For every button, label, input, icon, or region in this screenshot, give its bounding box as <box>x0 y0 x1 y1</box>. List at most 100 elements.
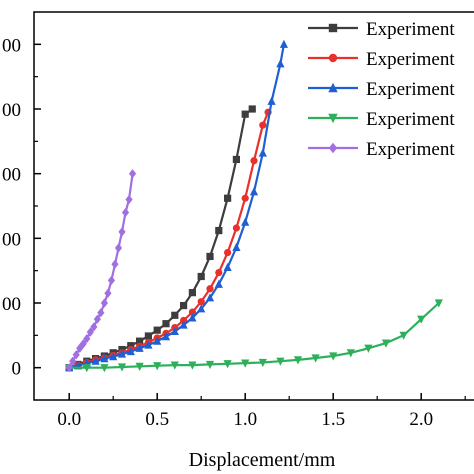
data-point <box>346 349 355 358</box>
data-point <box>232 242 241 251</box>
data-point <box>117 349 127 358</box>
legend-label: Experiment <box>366 79 455 100</box>
x-tick-label: 2.0 <box>409 409 433 430</box>
data-point <box>72 350 80 360</box>
data-point <box>107 275 116 285</box>
data-point <box>205 293 215 302</box>
data-point <box>125 194 133 205</box>
data-point <box>267 96 276 105</box>
data-point <box>206 285 214 293</box>
data-point <box>97 308 105 318</box>
data-point <box>215 226 223 235</box>
data-point <box>248 105 256 113</box>
data-point <box>188 289 196 297</box>
series-line <box>69 302 440 369</box>
data-point <box>241 194 249 202</box>
data-point <box>328 82 338 93</box>
x-tick-label: 1.5 <box>321 409 345 430</box>
data-point <box>153 336 162 345</box>
data-point <box>206 252 214 261</box>
data-point <box>311 354 320 363</box>
data-point <box>86 327 94 337</box>
data-point <box>127 342 135 350</box>
data-point <box>214 279 223 288</box>
legend-item: Experiment <box>308 109 455 130</box>
data-point <box>328 23 338 33</box>
data-point <box>224 248 232 257</box>
data-point <box>293 356 303 365</box>
data-point <box>417 315 426 324</box>
data-point <box>241 217 250 226</box>
legend-label: Experiment <box>366 109 455 130</box>
data-point <box>153 362 162 371</box>
data-point <box>434 299 443 308</box>
series-line <box>68 173 134 369</box>
data-point <box>104 288 112 298</box>
data-point <box>188 361 197 370</box>
data-point <box>399 331 408 340</box>
series-5 <box>65 169 137 373</box>
y-tick-label: 00 <box>2 294 21 315</box>
x-tick-label: 0.5 <box>145 409 169 430</box>
data-point <box>93 314 101 324</box>
data-point <box>128 169 137 179</box>
data-point <box>223 360 232 369</box>
data-point <box>241 110 249 118</box>
data-point <box>136 337 144 345</box>
data-point <box>232 224 240 232</box>
data-point <box>90 322 98 332</box>
legend: Experiment Experiment Experiment Experiment… <box>308 19 455 160</box>
data-point <box>79 339 87 349</box>
legend-label: Experiment <box>366 49 455 70</box>
data-point <box>197 304 206 313</box>
data-point <box>328 142 338 154</box>
data-point <box>329 352 338 361</box>
data-point <box>171 311 179 319</box>
series-2 <box>65 108 272 372</box>
data-point <box>65 363 73 373</box>
data-point <box>162 320 170 328</box>
data-point <box>144 332 152 340</box>
data-point <box>259 121 267 129</box>
data-point <box>364 344 373 353</box>
data-point <box>109 352 118 361</box>
data-point <box>91 356 100 365</box>
data-point <box>249 187 259 196</box>
series-layer <box>65 39 443 373</box>
data-point <box>135 362 144 371</box>
data-point <box>205 360 215 370</box>
data-point <box>197 298 205 306</box>
data-point <box>135 343 144 352</box>
data-point <box>276 59 285 68</box>
data-point <box>215 269 223 277</box>
data-point <box>144 340 153 349</box>
data-point <box>232 155 240 164</box>
data-point <box>170 326 179 336</box>
y-tick-label: 00 <box>2 229 21 250</box>
data-point <box>197 272 205 281</box>
series-line <box>68 108 253 369</box>
data-point <box>100 364 109 373</box>
legend-label: Experiment <box>366 19 455 40</box>
plot-frame <box>33 11 474 401</box>
y-tick-label: 00 <box>2 165 21 186</box>
data-point <box>83 333 91 344</box>
x-axis: 0.0 0.5 1.0 1.5 2.0 <box>57 393 466 430</box>
legend-item: Experiment <box>308 19 455 40</box>
data-point <box>250 157 258 165</box>
series-4 <box>65 299 443 373</box>
data-point <box>241 359 250 368</box>
data-point <box>258 358 267 368</box>
data-point <box>328 53 338 63</box>
y-tick-label: 0 <box>12 359 22 380</box>
data-point <box>188 313 197 322</box>
series-1 <box>65 105 256 372</box>
data-point <box>114 243 123 253</box>
data-point <box>69 356 77 366</box>
y-tick-label: 00 <box>2 35 21 56</box>
x-axis-title: Displacement/mm <box>189 449 336 471</box>
data-point <box>111 259 119 269</box>
data-point <box>328 113 338 124</box>
y-tick-label: 00 <box>2 100 21 121</box>
